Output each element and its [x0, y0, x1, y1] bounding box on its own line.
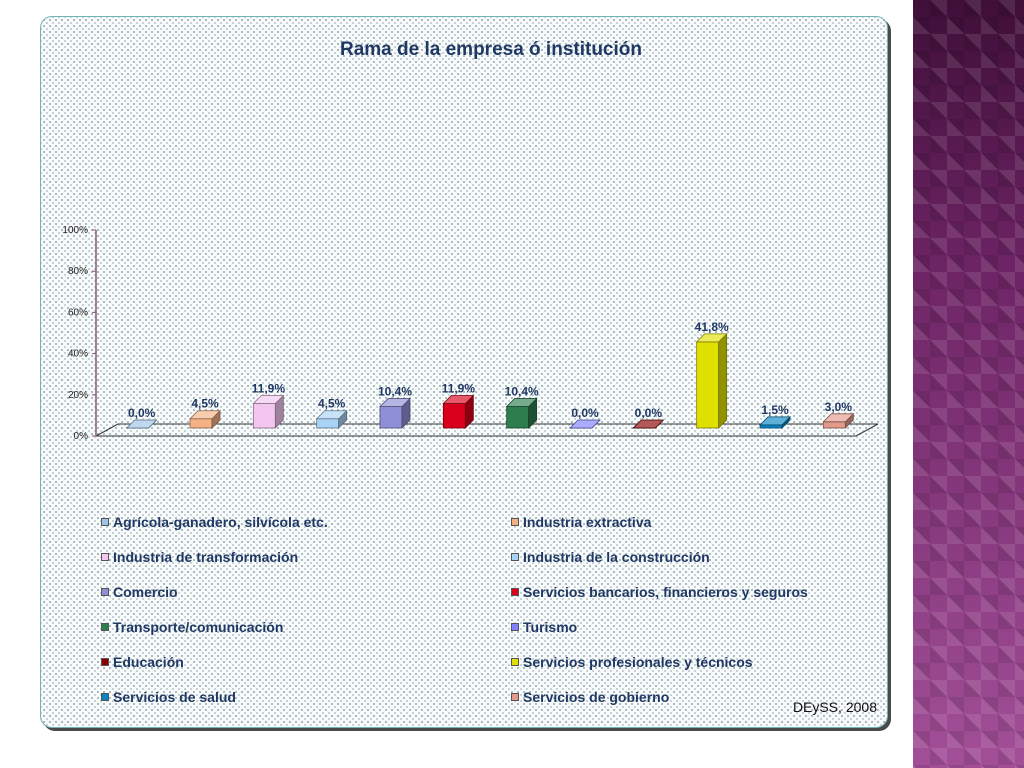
legend-label: Servicios profesionales y técnicos	[523, 654, 753, 670]
y-tick-label: 0%	[74, 431, 89, 442]
legend-item: Servicios bancarios, financieros y segur…	[511, 582, 851, 602]
legend-item: Industria de la construcción	[511, 547, 851, 567]
legend-swatch	[511, 518, 519, 526]
bar-2	[189, 409, 221, 429]
y-tick-label: 80%	[68, 266, 88, 277]
bar-data-label: 4,5%	[191, 397, 219, 411]
legend-swatch	[101, 518, 109, 526]
bar-data-label: 10,4%	[505, 385, 539, 399]
bar-data-label: 3,0%	[825, 400, 853, 414]
y-tick-label: 20%	[68, 390, 88, 401]
bar-5	[379, 397, 411, 429]
bar-chart-plot: 0% 20% 40% 60% 80% 100% 0,0% 4,5% 11,9% 4,5% 10,4%…	[62, 225, 879, 442]
bar-7	[505, 397, 538, 429]
legend-item: Turismo	[511, 617, 851, 637]
decorative-side-panel	[913, 0, 1024, 768]
credit-label: DEySS, 2008	[792, 699, 877, 715]
legend-item: Comercio	[101, 582, 511, 602]
bar-12	[822, 412, 855, 429]
legend-label: Educación	[113, 654, 184, 670]
bar-1	[125, 419, 158, 429]
y-tick-label: 40%	[68, 349, 88, 360]
legend-swatch	[511, 588, 519, 596]
bar-3	[252, 394, 285, 429]
legend-label: Turismo	[523, 619, 578, 635]
legend-label: Agrícola-ganadero, silvícola etc.	[113, 514, 328, 530]
bar-6	[442, 394, 475, 429]
bar-data-label: 0,0%	[128, 406, 156, 420]
legend-swatch	[101, 693, 109, 701]
bar-data-label: 0,0%	[635, 406, 663, 420]
legend-label: Servicios de salud	[113, 689, 236, 705]
bar-data-label: 11,9%	[442, 381, 476, 395]
legend-item: Servicios profesionales y técnicos	[511, 652, 851, 672]
bar-data-label: 10,4%	[378, 385, 412, 399]
legend-item: Educación	[101, 652, 511, 672]
legend-label: Comercio	[113, 584, 178, 600]
legend-swatch	[101, 623, 109, 631]
legend-item: Transporte/comunicación	[101, 617, 511, 637]
bar-10	[695, 332, 728, 429]
chart-title: Rama de la empresa ó institución	[340, 39, 642, 60]
legend-item: Industria de transformación	[101, 547, 511, 567]
legend-label: Industria de la construcción	[523, 549, 710, 565]
legend-swatch	[101, 553, 109, 561]
legend-item: Agrícola-ganadero, silvícola etc.	[101, 512, 511, 532]
bar-data-label: 0,0%	[571, 406, 599, 420]
legend-label: Industria extractiva	[523, 514, 652, 530]
legend-swatch	[101, 588, 109, 596]
legend-label: Industria de transformación	[113, 549, 299, 565]
legend-swatch	[101, 658, 109, 666]
bar-data-label: 41,8%	[695, 320, 729, 334]
legend-swatch	[511, 553, 519, 561]
legend-item: Industria extractiva	[511, 512, 851, 532]
legend-label: Transporte/comunicación	[113, 619, 284, 635]
bar-data-label: 4,5%	[318, 397, 346, 411]
chart-frame: Rama de la empresa ó institución 0% 20% 40…	[40, 16, 888, 728]
bar-9	[632, 419, 665, 429]
bar-data-label: 1,5%	[761, 403, 789, 417]
bar-data-label: 11,9%	[252, 381, 286, 395]
bar-11	[759, 415, 791, 429]
bar-4	[315, 409, 348, 429]
y-tick-label: 100%	[62, 225, 88, 236]
chart-legend: Agrícola-ganadero, silvícola etc. Industr…	[101, 512, 851, 707]
y-tick-label: 60%	[68, 307, 88, 318]
legend-item: Servicios de gobierno	[511, 687, 851, 707]
legend-swatch	[511, 658, 519, 666]
legend-label: Servicios de gobierno	[523, 689, 670, 705]
bar-8	[569, 419, 601, 429]
chart-floor	[95, 423, 879, 437]
legend-swatch	[511, 623, 519, 631]
legend-swatch	[511, 693, 519, 701]
legend-item: Servicios de salud	[101, 687, 511, 707]
legend-label: Servicios bancarios, financieros y segur…	[523, 584, 808, 600]
